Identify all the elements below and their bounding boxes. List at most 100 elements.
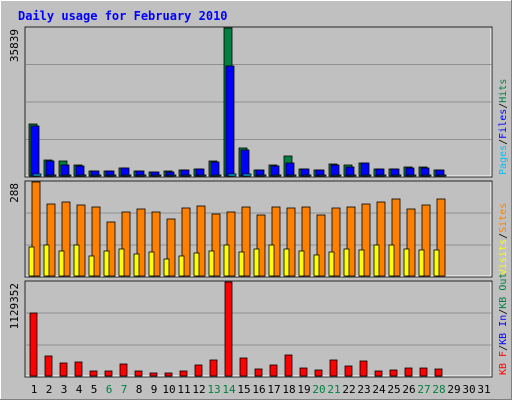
x-label: 9	[151, 383, 158, 396]
pages-bar	[182, 174, 192, 177]
legend-entry: Files	[498, 109, 509, 139]
legend-hits-files-pages: Pages/Files/Hits	[498, 79, 509, 175]
x-label: 1	[31, 383, 38, 396]
kbf-bar	[239, 357, 248, 377]
visits-bar	[148, 251, 155, 277]
files-bar	[225, 65, 235, 177]
sites-bar	[256, 214, 266, 277]
sites-bar	[46, 203, 56, 277]
x-label: 15	[237, 383, 250, 396]
sites-bar	[106, 221, 116, 277]
visits-bar	[403, 248, 410, 277]
legend-separator: /	[498, 309, 509, 315]
sites-bar	[226, 211, 236, 277]
x-label: 4	[76, 383, 83, 396]
files-bar	[210, 161, 220, 177]
files-bar	[270, 165, 280, 177]
x-label: 27	[417, 383, 430, 396]
kbf-bar	[119, 363, 128, 377]
legend-entry: Hits	[498, 79, 509, 103]
pages-bar	[92, 174, 102, 177]
sites-bar	[151, 211, 161, 277]
kbf-bar	[344, 365, 353, 377]
visits-bar	[328, 251, 335, 277]
legend-separator: /	[498, 103, 509, 109]
kbf-bar	[224, 281, 233, 377]
x-label: 31	[477, 383, 490, 396]
sites-bar	[316, 214, 326, 277]
pages-bar	[347, 174, 357, 177]
legend-entry: KB F	[498, 351, 509, 375]
sites-bar	[376, 201, 386, 277]
sites-bar	[76, 204, 86, 277]
kbf-bar	[44, 355, 53, 377]
files-bar	[60, 164, 70, 177]
x-label: 21	[327, 383, 340, 396]
x-label: 8	[136, 383, 143, 396]
sites-bar	[61, 201, 71, 277]
x-label: 24	[372, 383, 386, 396]
pages-bar	[377, 174, 387, 177]
visits-bar	[433, 249, 440, 277]
visits-bar	[313, 254, 320, 277]
kbf-bar	[314, 369, 323, 377]
files-bar	[360, 162, 370, 177]
pages-bar	[422, 174, 432, 177]
visits-bar	[58, 250, 65, 277]
pages-bar	[152, 174, 162, 177]
files-bar	[330, 164, 340, 177]
files-bar	[75, 165, 85, 177]
visits-bar	[343, 248, 350, 277]
x-label: 30	[462, 383, 475, 396]
x-label: 17	[267, 383, 280, 396]
pages-bar	[32, 173, 42, 177]
legend-separator: /	[498, 233, 509, 239]
pages-bar	[212, 174, 222, 177]
sites-bar	[211, 213, 221, 277]
pages-bar	[317, 174, 327, 177]
visits-bar	[283, 248, 290, 277]
kbf-bar	[374, 370, 383, 377]
sites-bar	[31, 181, 41, 277]
kbf-bar	[74, 361, 83, 377]
x-label: 29	[447, 383, 460, 396]
legend-sites-visits: Visits/Sites	[498, 203, 509, 275]
sites-bar	[286, 207, 296, 277]
files-bar	[285, 162, 295, 177]
visits-bar	[193, 252, 200, 277]
visits-bar	[388, 244, 395, 277]
visits-bar	[103, 250, 110, 277]
visits-bar	[373, 244, 380, 277]
pages-bar	[392, 174, 402, 177]
sites-bar	[436, 198, 446, 277]
legend-entry: Visits	[498, 239, 509, 275]
visits-bar	[268, 244, 275, 277]
x-label: 25	[387, 383, 400, 396]
sites-bar	[391, 198, 401, 277]
visits-bar	[163, 258, 170, 277]
legend-entry: Sites	[498, 203, 509, 233]
x-label: 18	[282, 383, 295, 396]
kbf-bar	[134, 370, 143, 377]
x-label: 22	[342, 383, 355, 396]
visits-bar	[358, 249, 365, 277]
legend-entry: Pages	[498, 145, 509, 175]
visits-bar	[238, 251, 245, 277]
pages-bar	[62, 174, 72, 177]
kbf-bar	[194, 364, 203, 377]
x-label: 6	[106, 383, 113, 396]
pages-bar	[257, 174, 267, 177]
files-bar	[45, 160, 55, 177]
x-axis-day-labels: 1 2 3 4 5 6 7 8 9 10 11 12 13 14 15 16 17 18 19 20 21 22 23 24 2…	[31, 383, 491, 396]
kbf-bar	[104, 370, 113, 377]
visits-bar	[298, 250, 305, 277]
sites-bar	[196, 205, 206, 277]
x-label: 19	[297, 383, 310, 396]
chart-title: Daily usage for February 2010	[18, 9, 228, 23]
x-label: 12	[192, 383, 205, 396]
pages-bar	[137, 174, 147, 177]
pages-bar	[437, 174, 447, 177]
kbf-bar	[434, 368, 443, 377]
